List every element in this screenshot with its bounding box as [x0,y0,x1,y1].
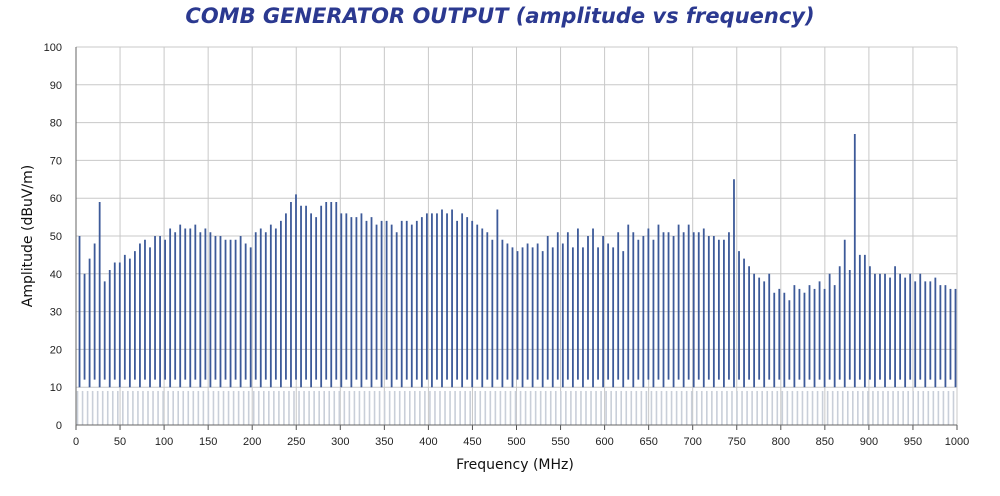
x-tick-label: 200 [243,436,261,448]
noise-floor-series [76,390,955,425]
x-tick-label: 800 [772,436,790,448]
x-tick-label: 550 [551,436,569,448]
y-tick-label: 50 [50,231,62,243]
y-tick-label: 30 [50,307,62,319]
x-tick-label: 600 [595,436,613,448]
x-tick-label: 500 [507,436,525,448]
x-tick-labels: 0 50 100 150 200 250 300 350 400 450 500 550 600 650 7… [73,436,969,448]
y-tick-label: 60 [50,193,62,205]
x-tick-label: 350 [375,436,393,448]
x-tick-label: 1000 [945,436,969,448]
x-axis-label: Frequency (MHz) [456,457,574,473]
x-tick-label: 0 [73,436,79,448]
grid-lines [75,46,958,426]
x-tick-label: 900 [860,436,878,448]
x-tick-label: 150 [199,436,217,448]
y-tick-labels: 0 10 20 30 40 50 60 70 80 90 100 [44,42,62,432]
y-tick-label: 70 [50,155,62,167]
y-tick-label: 80 [50,118,62,130]
x-tick-label: 300 [331,436,349,448]
x-tick-label: 850 [816,436,834,448]
y-tick-label: 10 [50,382,62,394]
x-tick-label: 950 [904,436,922,448]
x-tick-label: 450 [463,436,481,448]
peak-series [78,133,957,388]
x-tick-label: 250 [287,436,305,448]
x-tick-label: 750 [728,436,746,448]
y-tick-label: 40 [50,269,62,281]
y-axis-label: Amplitude (dBuV/m) [20,165,36,307]
x-tick-label: 650 [639,436,657,448]
chart-title: COMB GENERATOR OUTPUT (amplitude vs freq… [185,4,815,28]
y-tick-label: 20 [50,344,62,356]
x-tick-label: 400 [419,436,437,448]
y-tick-label: 0 [56,420,62,432]
y-tick-label: 100 [44,42,62,54]
x-tick-label: 50 [114,436,126,448]
x-tick-label: 700 [684,436,702,448]
y-tick-label: 90 [50,80,62,92]
axes [75,47,958,430]
x-tick-label: 100 [155,436,173,448]
